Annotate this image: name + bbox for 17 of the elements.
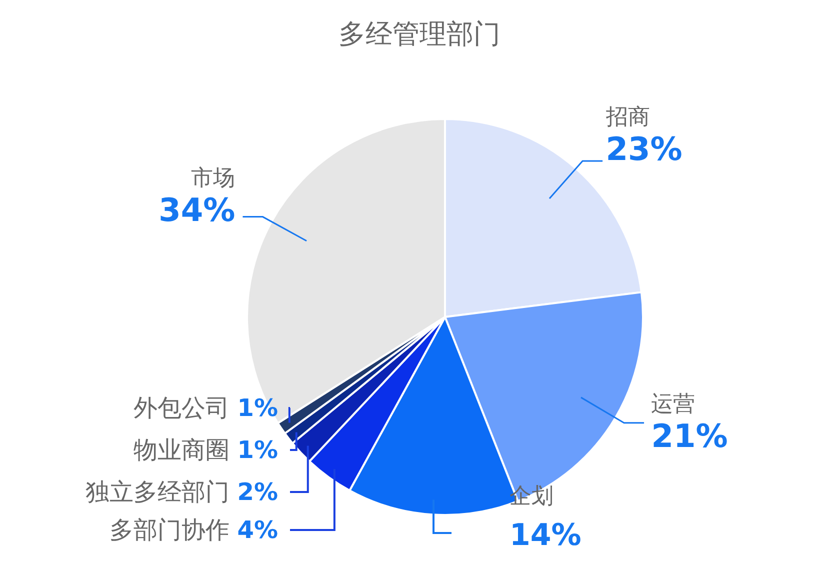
data-label: 2% bbox=[237, 478, 278, 506]
slice-label: 企划 bbox=[510, 484, 554, 509]
slice-label: 外包公司 bbox=[134, 394, 238, 422]
slice-label: 运营 bbox=[651, 392, 696, 418]
slice-label: 多部门协作 bbox=[110, 516, 238, 544]
data-label: 1% bbox=[237, 436, 278, 464]
slice-label: 招商 bbox=[604, 104, 650, 130]
data-label: 23% bbox=[606, 130, 682, 168]
slice-label: 市场 bbox=[191, 166, 236, 192]
data-label: 4% bbox=[237, 516, 278, 544]
chart-title: 多经管理部门 bbox=[338, 18, 502, 52]
slice-label: 独立多经部门 bbox=[86, 478, 238, 506]
data-label: 14% bbox=[510, 518, 582, 553]
data-label: 34% bbox=[158, 191, 236, 230]
data-label: 21% bbox=[651, 417, 728, 456]
data-label: 1% bbox=[237, 394, 278, 422]
slice-label: 物业商圈 bbox=[134, 436, 238, 464]
